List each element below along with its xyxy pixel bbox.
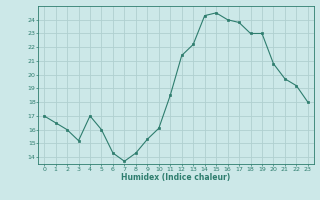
X-axis label: Humidex (Indice chaleur): Humidex (Indice chaleur) xyxy=(121,173,231,182)
